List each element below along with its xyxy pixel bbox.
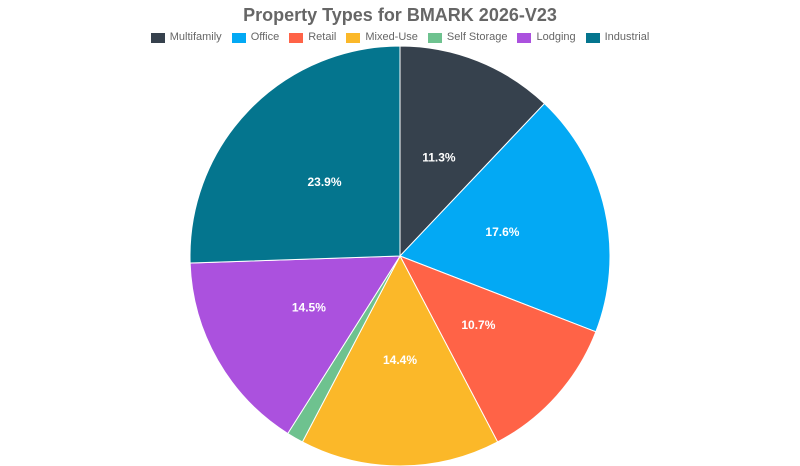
legend-swatch (517, 32, 532, 43)
slice-label: 14.5% (292, 300, 326, 314)
legend-item[interactable]: Retail (289, 31, 336, 44)
legend-swatch (231, 32, 246, 43)
slice-label: 11.3% (422, 151, 456, 165)
legend-swatch (427, 32, 442, 43)
slice-label: 14.4% (383, 353, 417, 367)
legend-label: Mixed-Use (365, 31, 418, 43)
legend-item[interactable]: Office (231, 31, 280, 44)
legend-item[interactable]: Self Storage (427, 31, 508, 44)
pie-slice-industrial[interactable] (189, 45, 401, 264)
pie-slice-lodging[interactable] (189, 255, 401, 435)
legend-label: Multifamily (169, 31, 222, 43)
legend-swatch (150, 32, 165, 43)
legend-item[interactable]: Lodging (517, 31, 576, 44)
slice-label: 10.7% (461, 318, 495, 332)
pie-slice-retail[interactable] (398, 255, 597, 443)
legend: Multifamily Office Retail Mixed-Use Self Sto… (0, 31, 800, 44)
slice-label: 23.9% (308, 175, 342, 189)
legend-label: Retail (308, 31, 337, 43)
slice-label: 17.6% (485, 225, 519, 239)
legend-swatch (346, 32, 361, 43)
pie-slice-office[interactable] (399, 102, 611, 333)
chart-title: Property Types for BMARK 2026-V23 (243, 5, 557, 25)
legend-label: Self Storage (446, 31, 508, 43)
legend-label: Lodging (536, 31, 576, 43)
legend-label: Industrial (604, 31, 650, 43)
pie-slice-multifamily[interactable] (399, 45, 546, 258)
legend-item[interactable]: Mixed-Use (346, 31, 418, 44)
legend-item[interactable]: Multifamily (150, 31, 222, 44)
legend-swatch (585, 32, 600, 43)
legend-item[interactable]: Industrial (585, 31, 650, 44)
legend-label: Office (250, 31, 280, 43)
legend-swatch (289, 32, 304, 43)
